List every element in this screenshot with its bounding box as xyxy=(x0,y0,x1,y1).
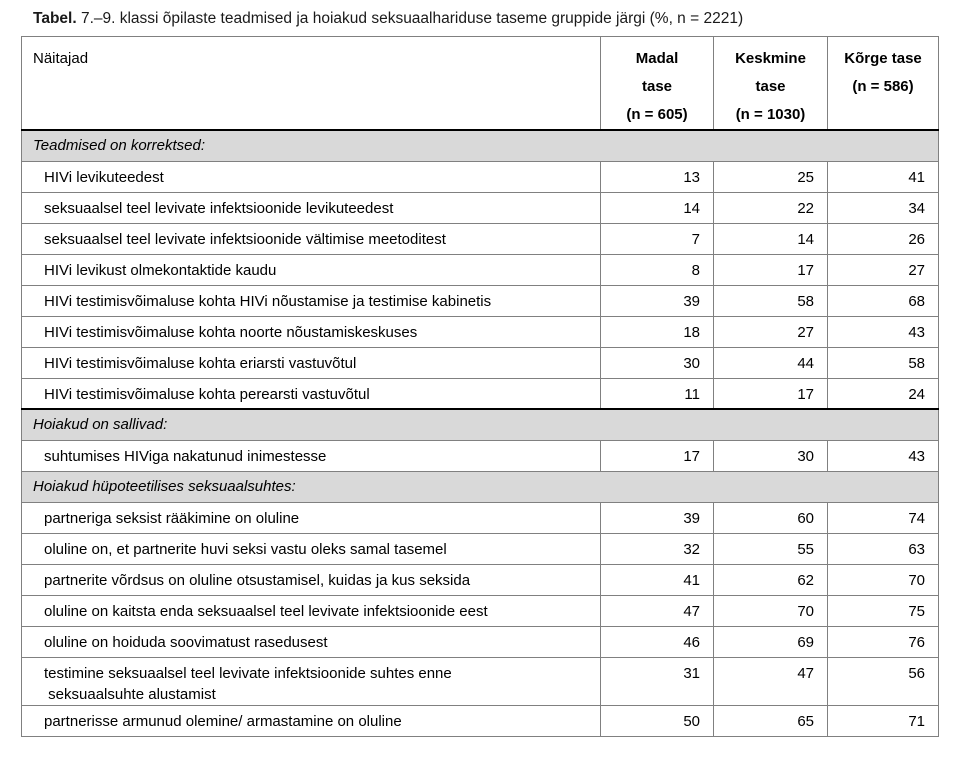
value-madal: 14 xyxy=(600,191,714,224)
row-label: HIVi testimisvõimaluse kohta noorte nõus… xyxy=(21,315,601,348)
table-row: suhtumises HIViga nakatunud inimestesse … xyxy=(21,439,939,472)
table-row: HIVi testimisvõimaluse kohta HIVi nõusta… xyxy=(21,284,939,317)
row-label: HIVi levikuteedest xyxy=(21,160,601,193)
value-keskmine: 70 xyxy=(713,594,828,627)
row-label: oluline on, et partnerite huvi seksi vas… xyxy=(21,532,601,565)
value-madal: 50 xyxy=(600,704,714,737)
value-korge: 63 xyxy=(827,532,939,565)
row-label: seksuaalsel teel levivate infektsioonide… xyxy=(21,222,601,255)
col-header-korge-tase: Kõrge tase (n = 586) xyxy=(827,36,939,131)
value-keskmine: 22 xyxy=(713,191,828,224)
value-korge: 76 xyxy=(827,625,939,658)
value-korge: 43 xyxy=(827,439,939,472)
table-title-prefix: Tabel. xyxy=(33,10,77,27)
table-row: HIVi testimisvõimaluse kohta eriarsti va… xyxy=(21,346,939,379)
data-table: Näitajad Madal tase (n = 605) Keskmine t… xyxy=(21,36,939,737)
value-keskmine: 25 xyxy=(713,160,828,193)
value-korge: 56 xyxy=(827,656,939,706)
section-heading: Hoiakud hüpoteetilises seksuaalsuhtes: xyxy=(21,470,939,503)
table-row: partnerite võrdsus on oluline otsustamis… xyxy=(21,563,939,596)
row-label: HIVi testimisvõimaluse kohta HIVi nõusta… xyxy=(21,284,601,317)
value-korge: 41 xyxy=(827,160,939,193)
value-keskmine: 62 xyxy=(713,563,828,596)
value-korge: 27 xyxy=(827,253,939,286)
row-label: suhtumises HIViga nakatunud inimestesse xyxy=(21,439,601,472)
value-keskmine: 17 xyxy=(713,253,828,286)
table-row: HIVi testimisvõimaluse kohta perearsti v… xyxy=(21,377,939,410)
row-label: partneriga seksist rääkimine on oluline xyxy=(21,501,601,534)
value-madal: 46 xyxy=(600,625,714,658)
row-label: testimine seksuaalsel teel levivate infe… xyxy=(21,656,601,706)
table-row: HIVi levikust olmekontaktide kaudu 8 17 … xyxy=(21,253,939,286)
value-korge: 43 xyxy=(827,315,939,348)
value-korge: 71 xyxy=(827,704,939,737)
value-keskmine: 47 xyxy=(713,656,828,706)
section-heading: Teadmised on korrektsed: xyxy=(21,129,939,162)
value-keskmine: 55 xyxy=(713,532,828,565)
value-keskmine: 69 xyxy=(713,625,828,658)
value-korge: 26 xyxy=(827,222,939,255)
value-madal: 39 xyxy=(600,501,714,534)
value-madal: 31 xyxy=(600,656,714,706)
section-row-hoiakud-sallivad: Hoiakud on sallivad: xyxy=(21,408,939,441)
row-label: HIVi testimisvõimaluse kohta eriarsti va… xyxy=(21,346,601,379)
value-keskmine: 60 xyxy=(713,501,828,534)
table-row: partnerisse armunud olemine/ armastamine… xyxy=(21,704,939,737)
table-row: HIVi testimisvõimaluse kohta noorte nõus… xyxy=(21,315,939,348)
value-keskmine: 44 xyxy=(713,346,828,379)
value-madal: 11 xyxy=(600,377,714,410)
value-korge: 34 xyxy=(827,191,939,224)
value-keskmine: 65 xyxy=(713,704,828,737)
page: Tabel. 7.–9. klassi õpilaste teadmised j… xyxy=(0,9,961,760)
row-label: seksuaalsel teel levivate infektsioonide… xyxy=(21,191,601,224)
value-keskmine: 17 xyxy=(713,377,828,410)
value-korge: 75 xyxy=(827,594,939,627)
value-madal: 7 xyxy=(600,222,714,255)
table-row: testimine seksuaalsel teel levivate infe… xyxy=(21,656,939,706)
table-row: oluline on hoiduda soovimatust raseduses… xyxy=(21,625,939,658)
value-korge: 74 xyxy=(827,501,939,534)
row-label: HIVi levikust olmekontaktide kaudu xyxy=(21,253,601,286)
value-keskmine: 58 xyxy=(713,284,828,317)
value-keskmine: 27 xyxy=(713,315,828,348)
value-korge: 68 xyxy=(827,284,939,317)
value-madal: 8 xyxy=(600,253,714,286)
row-label: oluline on kaitsta enda seksuaalsel teel… xyxy=(21,594,601,627)
row-label: partnerite võrdsus on oluline otsustamis… xyxy=(21,563,601,596)
value-korge: 24 xyxy=(827,377,939,410)
table-row: seksuaalsel teel levivate infektsioonide… xyxy=(21,222,939,255)
table-title: Tabel. 7.–9. klassi õpilaste teadmised j… xyxy=(33,9,961,29)
value-keskmine: 14 xyxy=(713,222,828,255)
table-title-text: 7.–9. klassi õpilaste teadmised ja hoiak… xyxy=(80,10,744,27)
value-korge: 70 xyxy=(827,563,939,596)
row-label: HIVi testimisvõimaluse kohta perearsti v… xyxy=(21,377,601,410)
table-row: oluline on, et partnerite huvi seksi vas… xyxy=(21,532,939,565)
table-row: seksuaalsel teel levivate infektsioonide… xyxy=(21,191,939,224)
value-madal: 47 xyxy=(600,594,714,627)
value-korge: 58 xyxy=(827,346,939,379)
col-header-madal-tase: Madal tase (n = 605) xyxy=(600,36,714,131)
value-madal: 39 xyxy=(600,284,714,317)
value-madal: 18 xyxy=(600,315,714,348)
section-row-teadmised: Teadmised on korrektsed: xyxy=(21,129,939,162)
value-madal: 13 xyxy=(600,160,714,193)
table-row: oluline on kaitsta enda seksuaalsel teel… xyxy=(21,594,939,627)
value-madal: 30 xyxy=(600,346,714,379)
header-row: Näitajad Madal tase (n = 605) Keskmine t… xyxy=(21,36,939,131)
value-madal: 41 xyxy=(600,563,714,596)
table-row: partneriga seksist rääkimine on oluline … xyxy=(21,501,939,534)
row-label: partnerisse armunud olemine/ armastamine… xyxy=(21,704,601,737)
row-label: oluline on hoiduda soovimatust raseduses… xyxy=(21,625,601,658)
section-heading: Hoiakud on sallivad: xyxy=(21,408,939,441)
col-header-keskmine-tase: Keskmine tase (n = 1030) xyxy=(713,36,828,131)
value-madal: 32 xyxy=(600,532,714,565)
col-header-naitajad: Näitajad xyxy=(21,36,601,131)
value-keskmine: 30 xyxy=(713,439,828,472)
value-madal: 17 xyxy=(600,439,714,472)
section-row-hoiakud-hupoteetilises: Hoiakud hüpoteetilises seksuaalsuhtes: xyxy=(21,470,939,503)
table-row: HIVi levikuteedest 13 25 41 xyxy=(21,160,939,193)
